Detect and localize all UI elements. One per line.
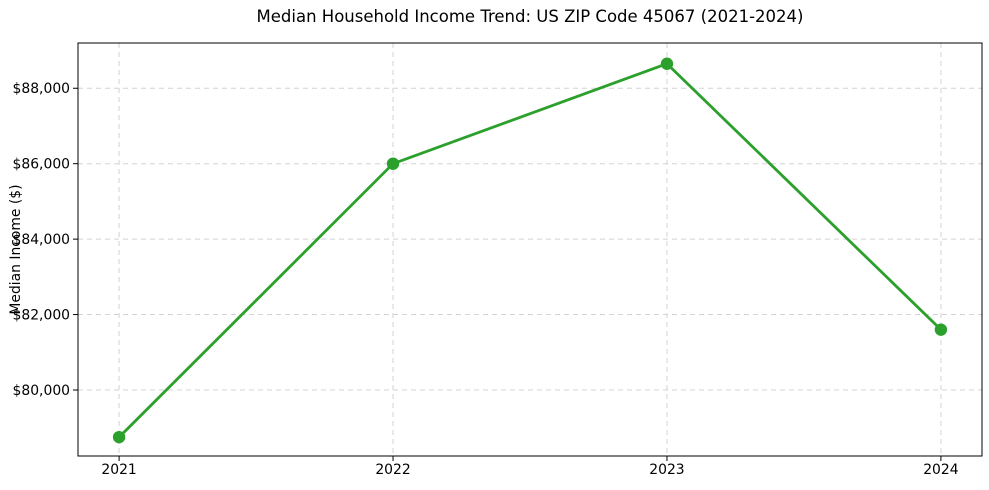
tick-labels: $80,000 $82,000 $84,000 $86,000 $88,000 2021 2… (13, 81, 959, 478)
data-point-marker (934, 323, 948, 336)
axis-tick-marks (73, 87, 942, 461)
y-tick-label: $86,000 (13, 156, 70, 172)
x-tick-label: 2024 (923, 462, 959, 478)
data-point-marker (112, 430, 126, 444)
y-tick-label: $84,000 (13, 232, 70, 248)
x-tick-label: 2021 (101, 462, 136, 478)
x-tick-label: 2023 (649, 462, 684, 478)
x-tick-label: 2022 (375, 462, 410, 478)
y-tick-label: $88,000 (13, 81, 70, 97)
y-tick-label: $80,000 (13, 383, 70, 399)
plot-border (77, 42, 983, 457)
y-axis-label: Median Income ($) (8, 184, 24, 314)
data-point-marker (660, 57, 674, 70)
y-tick-label: $82,000 (13, 307, 70, 323)
chart-title: Median Household Income Trend: US ZIP Co… (257, 7, 804, 26)
data-series (112, 57, 948, 444)
gridlines (78, 43, 982, 456)
data-point-marker (386, 157, 400, 170)
trend-line (117, 62, 943, 439)
